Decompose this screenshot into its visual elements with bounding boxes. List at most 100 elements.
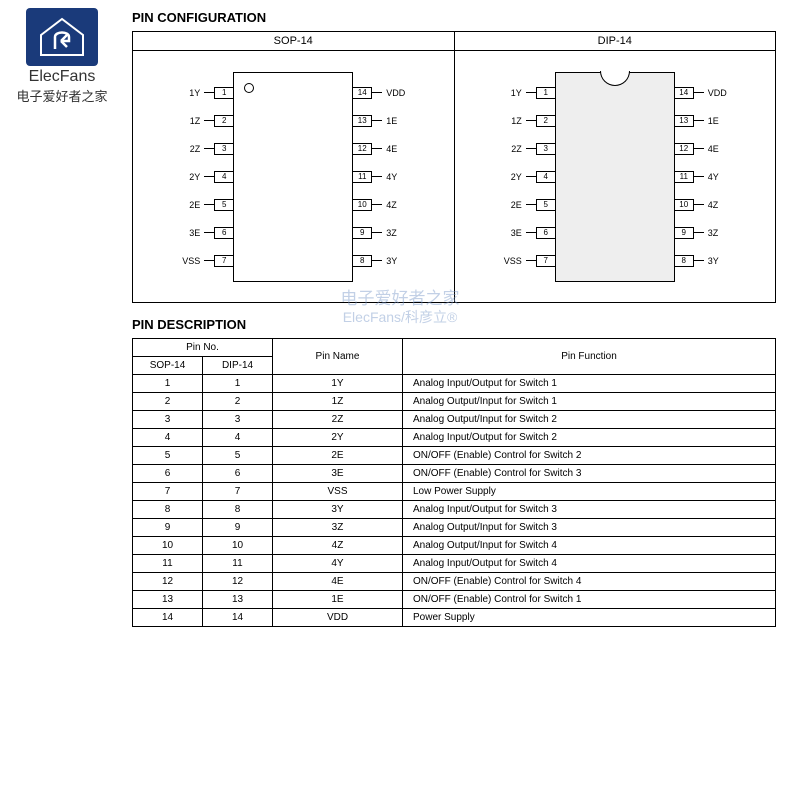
pin-number: 6 (536, 227, 556, 239)
pin: 114Y (352, 168, 408, 186)
cell-name: 4Z (273, 537, 403, 555)
pin: VSS7 (500, 252, 556, 270)
table-row: 552EON/OFF (Enable) Control for Switch 2 (133, 447, 776, 465)
pin: 114Y (674, 168, 730, 186)
th-dip: DIP-14 (203, 357, 273, 375)
cell-name: 1Z (273, 393, 403, 411)
pin-column-right: 14VDD131E124E114Y104Z93Z83Y (352, 73, 409, 281)
pin-lead (526, 148, 536, 149)
pin-label: 1Z (500, 116, 526, 126)
cell-name: VSS (273, 483, 403, 501)
cell-func: Power Supply (403, 609, 776, 627)
cell-dip: 14 (203, 609, 273, 627)
pin: 14VDD (352, 84, 409, 102)
chip-outline: 1Y11Z22Z32Y42E53E6VSS714VDD131E124E114Y1… (233, 72, 353, 282)
pin-lead (694, 260, 704, 261)
cell-sop: 8 (133, 501, 203, 519)
pin-label: 2Y (178, 172, 204, 182)
pin-number: 13 (674, 115, 694, 127)
cell-sop: 1 (133, 375, 203, 393)
notch-icon (600, 71, 630, 86)
pin-lead (694, 120, 704, 121)
logo-icon (26, 8, 98, 66)
cell-dip: 5 (203, 447, 273, 465)
table-row: 221ZAnalog Output/Input for Switch 1 (133, 393, 776, 411)
package-title: DIP-14 (455, 32, 776, 51)
pin-number: 12 (352, 143, 372, 155)
table-row: 10104ZAnalog Output/Input for Switch 4 (133, 537, 776, 555)
pin-label: 3E (500, 228, 526, 238)
cell-name: 3E (273, 465, 403, 483)
cell-sop: 2 (133, 393, 203, 411)
pin-lead (526, 120, 536, 121)
cell-func: ON/OFF (Enable) Control for Switch 1 (403, 591, 776, 609)
brand-name-cn: 电子爱好者之家 (14, 86, 110, 105)
pin-lead (694, 148, 704, 149)
th-pin-no: Pin No. (133, 339, 273, 357)
pin: 124E (352, 140, 408, 158)
cell-name: 4E (273, 573, 403, 591)
pin-label: 4Z (704, 200, 730, 210)
table-row: 13131EON/OFF (Enable) Control for Switch… (133, 591, 776, 609)
cell-sop: 12 (133, 573, 203, 591)
pin-lead (372, 176, 382, 177)
pin: 3E 6 (500, 224, 556, 242)
table-row: 111YAnalog Input/Output for Switch 1 (133, 375, 776, 393)
pin-label: 2Y (500, 172, 526, 182)
table-row: 883YAnalog Input/Output for Switch 3 (133, 501, 776, 519)
th-pin-func: Pin Function (403, 339, 776, 375)
pin: 104Z (352, 196, 408, 214)
package-body: 1Y11Z22Z32Y42E53E6VSS714VDD131E124E114Y1… (133, 51, 454, 302)
cell-func: Analog Output/Input for Switch 1 (403, 393, 776, 411)
package-sop: SOP-141Y11Z22Z32Y42E53E6VSS714VDD131E124… (132, 31, 455, 303)
pin-lead (526, 260, 536, 261)
pin: 2E5 (178, 196, 234, 214)
brand-name-en: ElecFans (14, 68, 110, 86)
pin: 131E (352, 112, 408, 130)
cell-name: 2Y (273, 429, 403, 447)
pin-label: 1Y (178, 88, 204, 98)
cell-func: Analog Output/Input for Switch 4 (403, 537, 776, 555)
pin-number: 8 (674, 255, 694, 267)
pin: 104Z (674, 196, 730, 214)
th-sop: SOP-14 (133, 357, 203, 375)
pin-label: 1Y (500, 88, 526, 98)
pin1-dot-icon (244, 83, 254, 93)
cell-name: 1Y (273, 375, 403, 393)
pin-label: 1E (704, 116, 730, 126)
pin: 1Y 1 (500, 84, 556, 102)
pin-label: 2Z (500, 144, 526, 154)
pin-number: 3 (214, 143, 234, 155)
pin-lead (204, 148, 214, 149)
th-pin-name: Pin Name (273, 339, 403, 375)
cell-sop: 9 (133, 519, 203, 537)
pin-number: 1 (536, 87, 556, 99)
pin-lead (372, 120, 382, 121)
pin-number: 2 (536, 115, 556, 127)
brand-logo: ElecFans 电子爱好者之家 (14, 8, 110, 105)
cell-func: Low Power Supply (403, 483, 776, 501)
pin-lead (372, 148, 382, 149)
cell-sop: 5 (133, 447, 203, 465)
pin-number: 5 (536, 199, 556, 211)
pin: 93Z (674, 224, 730, 242)
pin-number: 14 (674, 87, 694, 99)
pin-number: 14 (352, 87, 372, 99)
pin-label: 2E (500, 200, 526, 210)
pin-column-right: 14VDD131E124E114Y104Z93Z83Y (674, 73, 731, 281)
pin-lead (372, 92, 382, 93)
datasheet-content: PIN CONFIGURATION SOP-141Y11Z22Z32Y42E53… (132, 10, 776, 627)
pin-number: 7 (214, 255, 234, 267)
pin-label: 3Y (382, 256, 408, 266)
cell-name: 4Y (273, 555, 403, 573)
pin: 13 1E (674, 112, 730, 130)
table-row: 77VSSLow Power Supply (133, 483, 776, 501)
cell-func: Analog Input/Output for Switch 4 (403, 555, 776, 573)
pin-lead (372, 232, 382, 233)
cell-name: 2E (273, 447, 403, 465)
pin-lead (526, 232, 536, 233)
pin-number: 8 (352, 255, 372, 267)
pin-label: VSS (500, 256, 526, 266)
table-row: 332ZAnalog Output/Input for Switch 2 (133, 411, 776, 429)
pin-label: 4E (704, 144, 730, 154)
